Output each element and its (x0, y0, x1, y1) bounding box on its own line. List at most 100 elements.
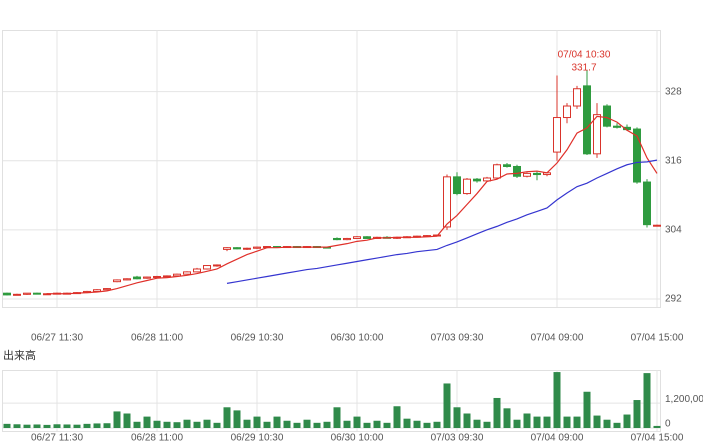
volume-bar (453, 407, 461, 428)
volume-bar (93, 423, 101, 428)
y-tick-label: 316 (665, 155, 682, 166)
volume-bar (653, 425, 661, 428)
volume-bar (103, 423, 111, 428)
volume-bar (343, 420, 351, 428)
volume-bar (593, 415, 601, 428)
candle-body (443, 176, 451, 228)
candle-body (533, 172, 541, 176)
volume-bar (253, 416, 261, 428)
volume-bar (113, 411, 121, 428)
volume-bar (223, 407, 231, 428)
volume-bar (283, 420, 291, 428)
x-tick-label: 07/04 15:00 (631, 333, 684, 344)
candle-body (463, 178, 471, 195)
candle-body (33, 292, 41, 295)
candle-body (143, 276, 151, 279)
x-tick-label: 07/03 09:30 (431, 433, 484, 444)
volume-bar (623, 414, 631, 428)
volume-bar (123, 413, 131, 428)
candle-body (153, 275, 161, 278)
volume-bar (513, 419, 521, 428)
volume-bar (133, 421, 141, 428)
volume-bar (473, 419, 481, 428)
volume-bar (63, 424, 71, 428)
candle-body (453, 176, 461, 195)
x-tick-label: 06/28 11:00 (131, 433, 184, 444)
volume-bar (583, 391, 591, 428)
volume-bar (503, 408, 511, 428)
volume-bar (193, 421, 201, 428)
candle-body (233, 247, 241, 250)
moving-average-line (47, 115, 658, 295)
candle-body (553, 117, 561, 153)
volume-bar (383, 422, 391, 428)
volume-bar (533, 416, 541, 428)
volume-tick-label: 0 (665, 419, 671, 430)
volume-bar (313, 422, 321, 428)
candle-body (193, 268, 201, 273)
volume-bar (633, 400, 641, 428)
candle-body (333, 237, 341, 241)
volume-bar (213, 422, 221, 428)
x-tick-label: 06/29 10:30 (231, 433, 284, 444)
volume-bar (143, 416, 151, 428)
candle-body (203, 265, 211, 270)
x-tick-label: 07/04 15:00 (631, 433, 684, 444)
moving-average-line (226, 159, 658, 284)
y-tick-label: 304 (665, 224, 682, 235)
volume-bar (293, 422, 301, 428)
volume-bar (263, 421, 271, 428)
volume-bar (183, 419, 191, 428)
candle-body (353, 236, 361, 239)
x-tick-label: 06/27 11:30 (31, 333, 84, 344)
volume-bar (493, 397, 501, 428)
candle-body (243, 247, 251, 250)
y-tick-label: 292 (665, 294, 682, 305)
candle-body (603, 105, 611, 127)
x-tick-label: 06/30 10:00 (331, 333, 384, 344)
volume-bar (363, 422, 371, 428)
volume-bar (483, 421, 491, 428)
x-tick-label: 07/04 09:00 (531, 433, 584, 444)
volume-bar (413, 420, 421, 428)
candle-body (213, 264, 221, 267)
volume-bar (73, 424, 81, 428)
volume-bar (163, 421, 171, 428)
volume-bar (33, 424, 41, 428)
volume-bar (543, 416, 551, 428)
candle-body (123, 278, 131, 281)
x-tick-label: 06/27 11:30 (31, 433, 84, 444)
candle-body (163, 275, 171, 278)
candle-body (363, 236, 371, 239)
volume-bar (553, 372, 561, 428)
volume-tick-label: 1,200,000 (665, 394, 703, 405)
volume-title: 出来高 (3, 348, 36, 362)
candle-body (503, 164, 511, 167)
volume-bar (563, 416, 571, 428)
volume-bar (433, 421, 441, 428)
candle-body (653, 224, 661, 227)
candle-body (103, 288, 111, 291)
volume-bar (43, 424, 51, 428)
candle-body (593, 114, 601, 155)
x-tick-label: 06/30 10:00 (331, 433, 384, 444)
volume-bar (643, 373, 651, 428)
volume-bar (393, 406, 401, 428)
volume-bar (243, 419, 251, 428)
volume-bar (613, 422, 621, 428)
volume-bar (173, 422, 181, 428)
volume-bar (153, 420, 161, 428)
candle-body (583, 85, 591, 155)
volume-bar (373, 420, 381, 428)
volume-bar (83, 423, 91, 428)
volume-bar (463, 413, 471, 428)
x-tick-label: 07/03 09:30 (431, 333, 484, 344)
volume-bar (443, 383, 451, 428)
candle-body (633, 128, 641, 183)
candle-body (23, 292, 31, 295)
volume-bar (233, 410, 241, 428)
candle-body (223, 247, 231, 250)
volume-bar (333, 407, 341, 428)
volume-bar (603, 419, 611, 428)
